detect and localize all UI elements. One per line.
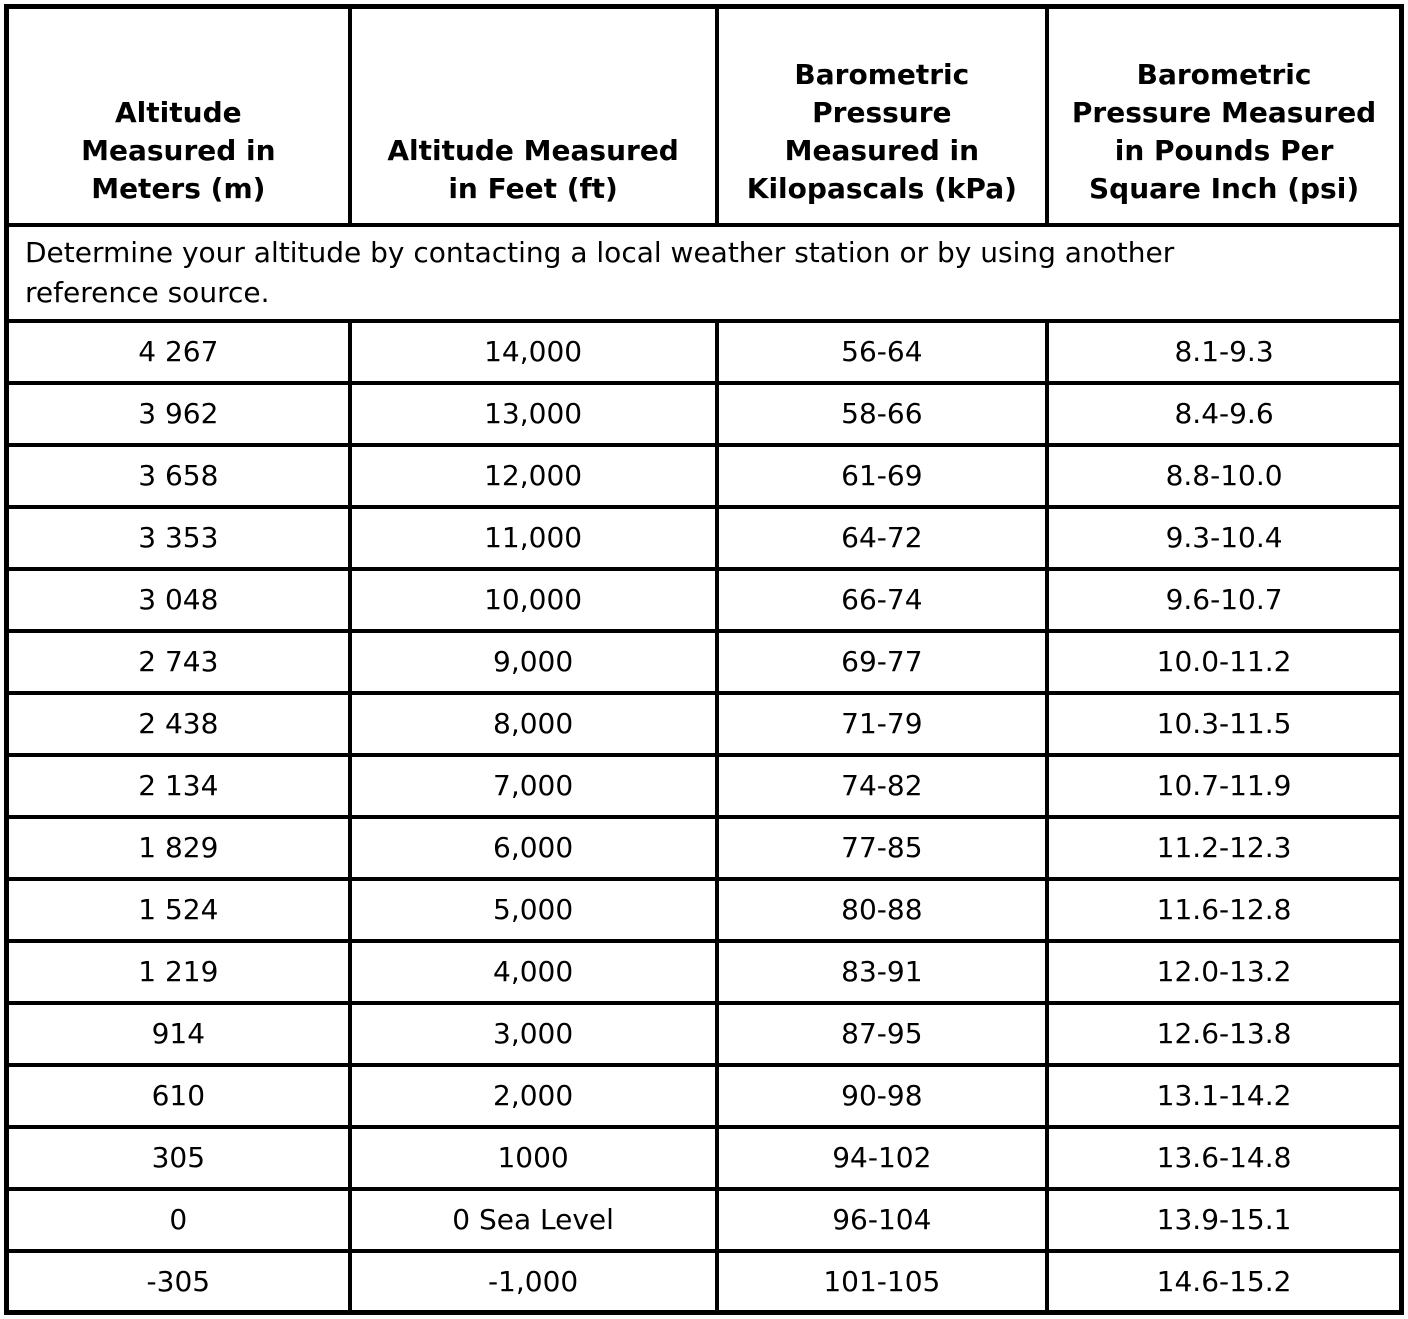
table-row: 1 524 5,000 80-88 11.6-12.8 [4, 876, 1404, 943]
cell-pressure-psi: 10.7-11.9 [1045, 752, 1404, 819]
cell-pressure-psi: 12.0-13.2 [1045, 938, 1404, 1005]
cell-altitude-meters: 1 524 [4, 876, 352, 943]
table-row: 2 743 9,000 69-77 10.0-11.2 [4, 628, 1404, 695]
cell-pressure-psi: 13.1-14.2 [1045, 1062, 1404, 1129]
cell-pressure-kpa: 83-91 [714, 938, 1050, 1005]
cell-altitude-feet: 4,000 [347, 938, 719, 1005]
table-body: Determine your altitude by contacting a … [4, 222, 1404, 1315]
table-row: 3 048 10,000 66-74 9.6-10.7 [4, 566, 1404, 633]
table-row: 3 353 11,000 64-72 9.3-10.4 [4, 504, 1404, 571]
cell-altitude-meters: 3 048 [4, 566, 352, 633]
table-row: 4 267 14,000 56-64 8.1-9.3 [4, 318, 1404, 385]
cell-altitude-feet: 13,000 [347, 380, 719, 447]
cell-altitude-feet: 8,000 [347, 690, 719, 757]
cell-pressure-psi: 10.0-11.2 [1045, 628, 1404, 695]
altitude-pressure-table: Altitude Measured in Meters (m) Altitude… [4, 4, 1404, 1315]
table-row: 1 829 6,000 77-85 11.2-12.3 [4, 814, 1404, 881]
cell-altitude-meters: 3 658 [4, 442, 352, 509]
cell-altitude-feet: 7,000 [347, 752, 719, 819]
header-pressure-kpa: Barometric Pressure Measured in Kilopasc… [714, 4, 1050, 227]
cell-pressure-psi: 8.4-9.6 [1045, 380, 1404, 447]
cell-altitude-feet: 0 Sea Level [347, 1186, 719, 1253]
cell-altitude-feet: 3,000 [347, 1000, 719, 1067]
table-row: -305 -1,000 101-105 14.6-15.2 [4, 1248, 1404, 1315]
cell-altitude-meters: 914 [4, 1000, 352, 1067]
cell-pressure-psi: 14.6-15.2 [1045, 1248, 1404, 1315]
cell-altitude-feet: 11,000 [347, 504, 719, 571]
cell-pressure-psi: 11.6-12.8 [1045, 876, 1404, 943]
cell-pressure-kpa: 74-82 [714, 752, 1050, 819]
cell-pressure-kpa: 96-104 [714, 1186, 1050, 1253]
cell-altitude-feet: 10,000 [347, 566, 719, 633]
cell-pressure-kpa: 71-79 [714, 690, 1050, 757]
cell-pressure-kpa: 94-102 [714, 1124, 1050, 1191]
cell-altitude-meters: 4 267 [4, 318, 352, 385]
cell-pressure-kpa: 66-74 [714, 566, 1050, 633]
header-altitude-feet: Altitude Measured in Feet (ft) [347, 4, 719, 227]
cell-pressure-kpa: 87-95 [714, 1000, 1050, 1067]
cell-pressure-psi: 11.2-12.3 [1045, 814, 1404, 881]
cell-altitude-meters: 1 829 [4, 814, 352, 881]
cell-altitude-feet: 1000 [347, 1124, 719, 1191]
cell-pressure-kpa: 80-88 [714, 876, 1050, 943]
cell-altitude-feet: 12,000 [347, 442, 719, 509]
cell-altitude-meters: 2 134 [4, 752, 352, 819]
cell-pressure-psi: 10.3-11.5 [1045, 690, 1404, 757]
cell-pressure-kpa: 90-98 [714, 1062, 1050, 1129]
cell-pressure-kpa: 64-72 [714, 504, 1050, 571]
header-altitude-meters: Altitude Measured in Meters (m) [4, 4, 352, 227]
cell-pressure-kpa: 77-85 [714, 814, 1050, 881]
table-row: 3 658 12,000 61-69 8.8-10.0 [4, 442, 1404, 509]
cell-altitude-meters: 3 962 [4, 380, 352, 447]
cell-pressure-kpa: 61-69 [714, 442, 1050, 509]
table-row: 1 219 4,000 83-91 12.0-13.2 [4, 938, 1404, 1005]
cell-altitude-feet: 2,000 [347, 1062, 719, 1129]
table-row: 305 1000 94-102 13.6-14.8 [4, 1124, 1404, 1191]
cell-altitude-meters: 2 438 [4, 690, 352, 757]
cell-altitude-meters: 2 743 [4, 628, 352, 695]
cell-altitude-meters: 3 353 [4, 504, 352, 571]
cell-altitude-meters: 610 [4, 1062, 352, 1129]
cell-pressure-psi: 13.6-14.8 [1045, 1124, 1404, 1191]
cell-altitude-feet: 9,000 [347, 628, 719, 695]
cell-pressure-psi: 9.3-10.4 [1045, 504, 1404, 571]
header-pressure-psi: Barometric Pressure Measured in Pounds P… [1045, 4, 1404, 227]
cell-pressure-psi: 8.8-10.0 [1045, 442, 1404, 509]
cell-altitude-meters: 0 [4, 1186, 352, 1253]
header-row: Altitude Measured in Meters (m) Altitude… [4, 4, 1404, 227]
cell-pressure-kpa: 69-77 [714, 628, 1050, 695]
note-cell: Determine your altitude by contacting a … [4, 222, 1404, 323]
cell-pressure-kpa: 56-64 [714, 318, 1050, 385]
cell-altitude-meters: 1 219 [4, 938, 352, 1005]
cell-altitude-feet: 14,000 [347, 318, 719, 385]
cell-pressure-psi: 9.6-10.7 [1045, 566, 1404, 633]
table-row: 914 3,000 87-95 12.6-13.8 [4, 1000, 1404, 1067]
note-row: Determine your altitude by contacting a … [4, 222, 1404, 323]
table-row: 610 2,000 90-98 13.1-14.2 [4, 1062, 1404, 1129]
cell-pressure-psi: 12.6-13.8 [1045, 1000, 1404, 1067]
cell-altitude-meters: 305 [4, 1124, 352, 1191]
cell-altitude-feet: 6,000 [347, 814, 719, 881]
cell-altitude-meters: -305 [4, 1248, 352, 1315]
cell-altitude-feet: 5,000 [347, 876, 719, 943]
cell-pressure-kpa: 101-105 [714, 1248, 1050, 1315]
cell-pressure-psi: 8.1-9.3 [1045, 318, 1404, 385]
cell-altitude-feet: -1,000 [347, 1248, 719, 1315]
table-row: 2 134 7,000 74-82 10.7-11.9 [4, 752, 1404, 819]
cell-pressure-psi: 13.9-15.1 [1045, 1186, 1404, 1253]
table-row: 2 438 8,000 71-79 10.3-11.5 [4, 690, 1404, 757]
cell-pressure-kpa: 58-66 [714, 380, 1050, 447]
table-row: 3 962 13,000 58-66 8.4-9.6 [4, 380, 1404, 447]
